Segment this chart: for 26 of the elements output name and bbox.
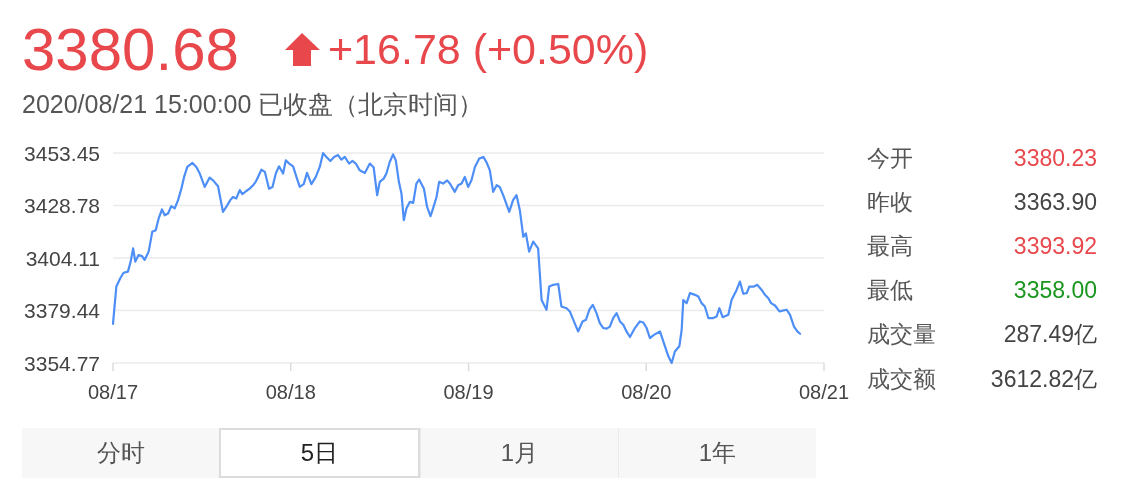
y-tick-label: 3354.77 [24,351,100,375]
text: 3393.92 [1013,233,1097,260]
y-tick-label: 3428.78 [24,194,100,217]
category-label: 今开 [867,145,913,171]
x-tick-label: 08/19 [443,381,494,403]
y-tick-label: 3453.45 [24,141,100,165]
category-label: 成交额 [867,365,936,392]
category-label: 成交量 [867,321,936,348]
tab: 5日 [219,428,420,478]
text: 3612.82亿 [990,365,1097,392]
text: 3358.00 [1013,277,1097,304]
chart-title: 3380.68 [22,16,239,83]
category-label: 最高 [867,233,913,260]
category-label: 最低 [867,277,913,304]
text: 287.49亿 [1003,321,1097,348]
x-tick-label: 08/17 [87,381,139,403]
text: 2020/08/21 15:00:00 已收盘（北京时间） [22,90,484,118]
y-tick-label: 3379.44 [24,299,101,322]
x-tick-label: 08/18 [265,381,316,403]
y-tick-label: 3404.11 [25,246,100,270]
text: 3363.90 [1013,189,1097,216]
chart-subtitle: +16.78 (+0.50%) [328,25,649,73]
text: 3380.23 [1013,145,1097,171]
category-label: 昨收 [867,189,913,216]
x-tick-label: 08/21 [798,381,850,403]
x-tick-label: 08/20 [621,381,672,403]
